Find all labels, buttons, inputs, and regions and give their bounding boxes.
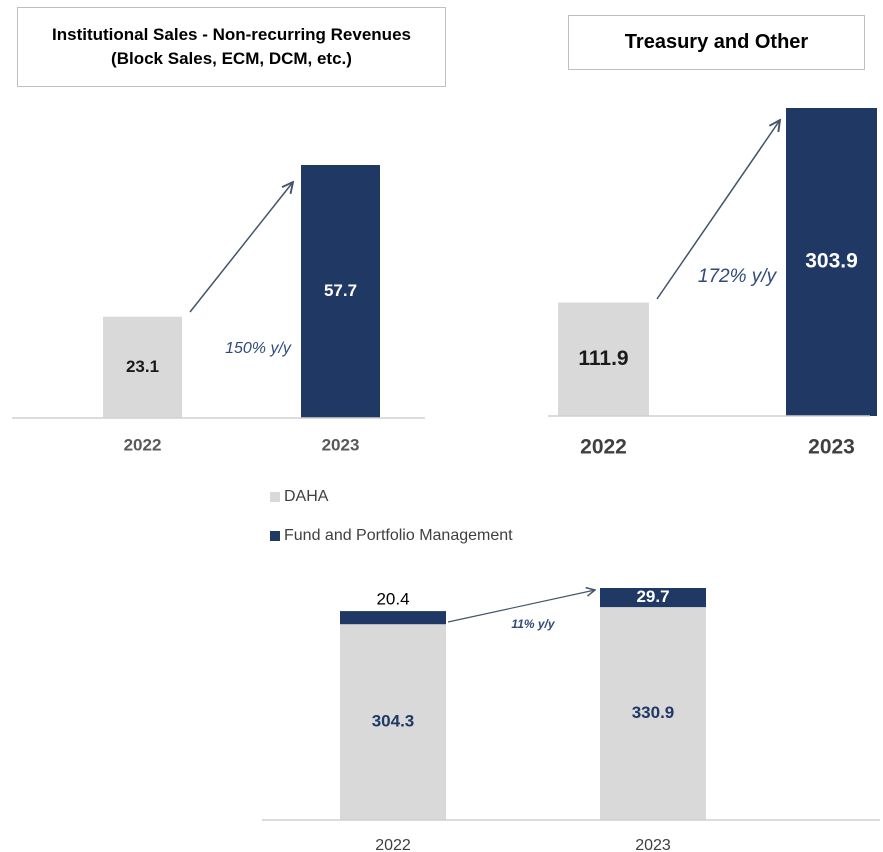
x-tick-label: 2023 xyxy=(808,436,855,459)
legend-label: Fund and Portfolio Management xyxy=(284,527,513,544)
value-label: 303.9 xyxy=(805,250,858,273)
bar xyxy=(301,165,380,418)
bar xyxy=(786,108,877,416)
value-label: 330.9 xyxy=(632,703,675,722)
legend-swatch xyxy=(270,531,280,541)
value-label: 20.4 xyxy=(376,590,409,609)
x-tick-label: 2022 xyxy=(124,435,162,454)
bar xyxy=(558,302,649,416)
value-label: 57.7 xyxy=(324,281,357,300)
bar-segment xyxy=(600,607,706,820)
chart-title: Institutional Sales - Non-recurring Reve… xyxy=(17,7,446,87)
legend-label: DAHA xyxy=(284,488,329,505)
bar-segment xyxy=(340,624,446,820)
x-tick-label: 2023 xyxy=(635,837,671,852)
annotation: 172% y/y xyxy=(698,266,778,287)
value-label: 111.9 xyxy=(578,347,628,370)
x-tick-label: 2023 xyxy=(322,435,360,454)
growth-arrow xyxy=(656,120,780,300)
value-label: 23.1 xyxy=(126,357,159,376)
legend-swatch xyxy=(270,492,280,502)
value-label: 29.7 xyxy=(636,587,669,606)
annotation: 150% y/y xyxy=(225,340,292,357)
x-tick-label: 2022 xyxy=(580,436,627,459)
x-tick-label: 2022 xyxy=(375,837,411,852)
bar-segment xyxy=(600,588,706,608)
annotation: 11% y/y xyxy=(511,617,555,631)
value-label: 304.3 xyxy=(372,712,415,731)
growth-arrow xyxy=(447,590,595,623)
bar-segment xyxy=(340,611,446,625)
chart-title: Treasury and Other xyxy=(568,15,865,70)
bar xyxy=(103,316,182,418)
growth-arrow xyxy=(189,182,293,313)
